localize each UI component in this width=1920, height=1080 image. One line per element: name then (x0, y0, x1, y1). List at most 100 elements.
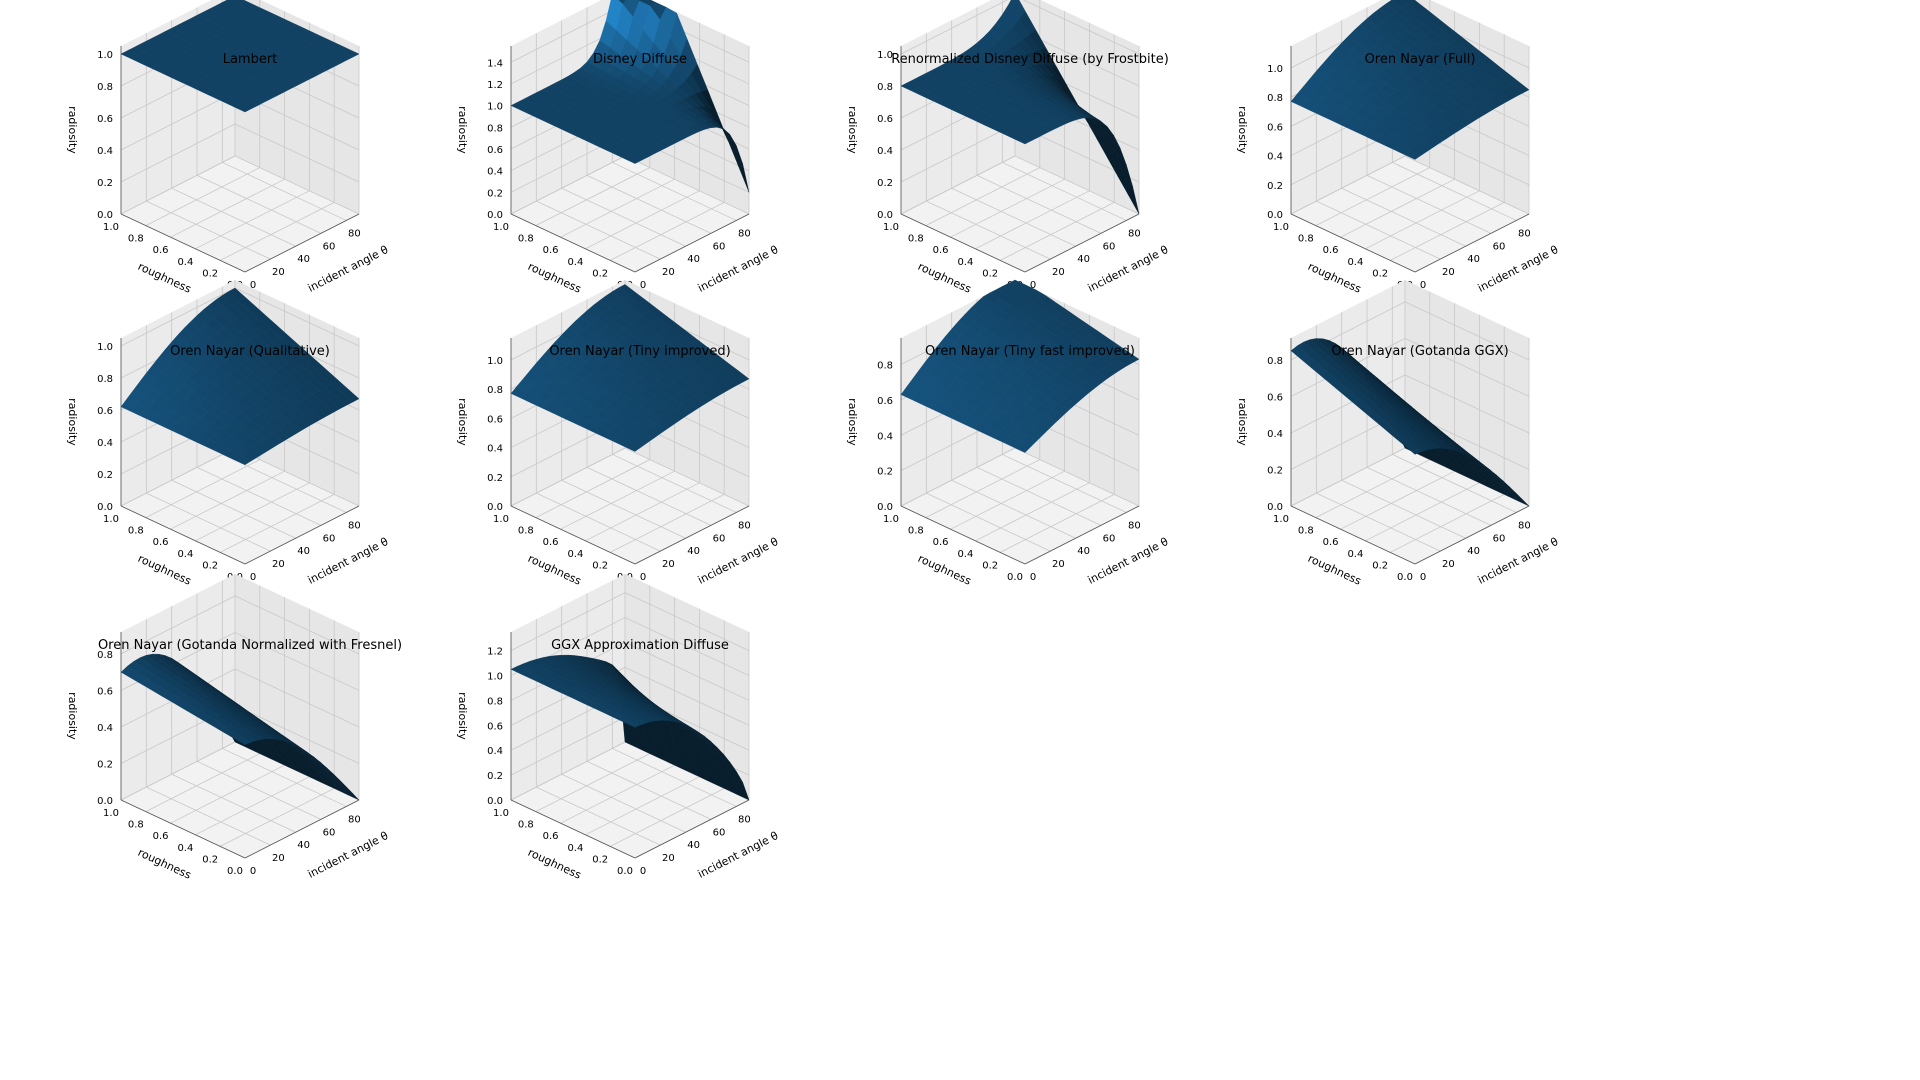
grid-line (171, 479, 296, 539)
y-tick-label: 0.8 (128, 234, 144, 245)
x-tick-label: 20 (1442, 267, 1455, 278)
z-tick-label: 0.4 (487, 167, 503, 178)
grid-line (926, 492, 1051, 552)
surface (510, 654, 750, 801)
grid-line (561, 773, 686, 833)
z-tick-label: 0.2 (97, 470, 113, 481)
grid-line (951, 479, 1076, 539)
surface-patch (624, 719, 642, 728)
y-tick-label: 1.0 (493, 808, 509, 819)
grid-line (535, 459, 650, 518)
subplot-3: 0204060800.00.20.40.60.81.00.00.20.40.60… (846, 0, 1171, 296)
x-tick-label: 0 (1420, 572, 1426, 583)
y-tick-label: 0.2 (202, 854, 218, 865)
grid-line (510, 3, 626, 63)
x-axis-line (1024, 505, 1140, 565)
x-tick-label: 80 (1518, 228, 1531, 239)
grid-line (610, 788, 725, 847)
z-tick-label: 0.0 (97, 502, 113, 513)
grid-line (1000, 494, 1115, 553)
y-axis-line (120, 213, 246, 273)
y-tick-label: 0.4 (567, 549, 583, 560)
z-tick-label: 0.2 (1267, 465, 1283, 476)
grid-line (120, 155, 236, 215)
x-axis-line (1024, 213, 1140, 273)
y-tick-label: 0.4 (177, 843, 193, 854)
z-tick-label: 0.0 (1267, 210, 1283, 221)
grid-line (120, 123, 236, 183)
grid-line (1316, 200, 1441, 260)
x-tick-label: 40 (687, 254, 700, 265)
z-tick-label: 0.4 (487, 746, 503, 757)
x-axis-line (634, 213, 750, 273)
z-tick-label: 0.8 (97, 374, 113, 385)
z-tick-label: 0.6 (1267, 122, 1283, 133)
x-tick-label: 80 (738, 228, 751, 239)
z-tick-label: 1.2 (487, 80, 503, 91)
subplot-title: Oren Nayar (Tiny fast improved) (925, 344, 1135, 359)
x-tick-label: 0 (250, 866, 256, 877)
floor-pane (121, 742, 359, 858)
x-tick-label: 80 (348, 228, 361, 239)
grid-line (1404, 338, 1530, 397)
subplot-title: Oren Nayar (Full) (1365, 52, 1476, 67)
x-tick-label: 40 (1467, 254, 1480, 265)
y-tick-label: 0.6 (1323, 537, 1339, 548)
grid-line (624, 666, 750, 726)
surface (120, 287, 360, 466)
y-tick-label: 0.0 (1397, 572, 1413, 583)
y-tick-label: 0.2 (1372, 560, 1388, 571)
grid-line (234, 287, 360, 347)
x-tick-label: 20 (662, 267, 675, 278)
y-tick-label: 0.4 (957, 549, 973, 560)
grid-line (536, 492, 661, 552)
grid-line (586, 174, 712, 234)
subplot-6: 0204060800.00.20.40.60.81.00.00.20.40.60… (456, 280, 781, 588)
grid-line (220, 202, 335, 261)
z-axis-label: radiosity (66, 398, 79, 446)
surface (510, 0, 750, 193)
surface (1290, 0, 1530, 160)
x-axis-line (244, 505, 360, 565)
z-tick-label: 0.0 (487, 796, 503, 807)
grid-line (170, 764, 285, 824)
floor-pane (901, 448, 1139, 564)
grid-line (1392, 454, 1517, 513)
grid-line (624, 617, 750, 676)
grid-line (560, 470, 675, 530)
x-axis-label: incident angle θ (306, 243, 391, 295)
grid-line (561, 479, 686, 539)
surface (900, 0, 1140, 215)
x-tick-label: 0 (1030, 572, 1036, 583)
grid-line (586, 466, 712, 526)
y-tick-label: 0.6 (1323, 245, 1339, 256)
z-tick-label: 0.6 (97, 114, 113, 125)
grid-line (222, 454, 347, 513)
z-axis-label: radiosity (1236, 106, 1249, 154)
grid-line (146, 200, 271, 260)
y-tick-label: 1.0 (883, 222, 899, 233)
x-axis-line (244, 799, 360, 859)
grid-line (1404, 374, 1530, 434)
grid-line (560, 178, 675, 238)
x-axis-label: incident angle θ (696, 535, 781, 587)
grid-line (1390, 202, 1505, 261)
subplot-title: Renormalized Disney Diffuse (by Frostbit… (891, 52, 1169, 67)
grid-line (1341, 479, 1466, 539)
z-tick-label: 1.0 (97, 342, 113, 353)
grid-line (120, 595, 236, 655)
grid-line (536, 200, 661, 260)
grid-line (120, 741, 236, 801)
grid-line (1315, 459, 1430, 518)
z-tick-label: 0.8 (487, 123, 503, 134)
z-tick-label: 0.2 (487, 188, 503, 199)
z-tick-label: 0.6 (487, 721, 503, 732)
x-tick-label: 60 (1103, 533, 1116, 544)
z-tick-label: 1.0 (877, 50, 893, 61)
grid-line (170, 178, 285, 238)
z-tick-label: 0.8 (97, 82, 113, 93)
floor-pane (511, 448, 749, 564)
grid-line (1022, 0, 1140, 55)
z-tick-label: 0.4 (1267, 429, 1283, 440)
